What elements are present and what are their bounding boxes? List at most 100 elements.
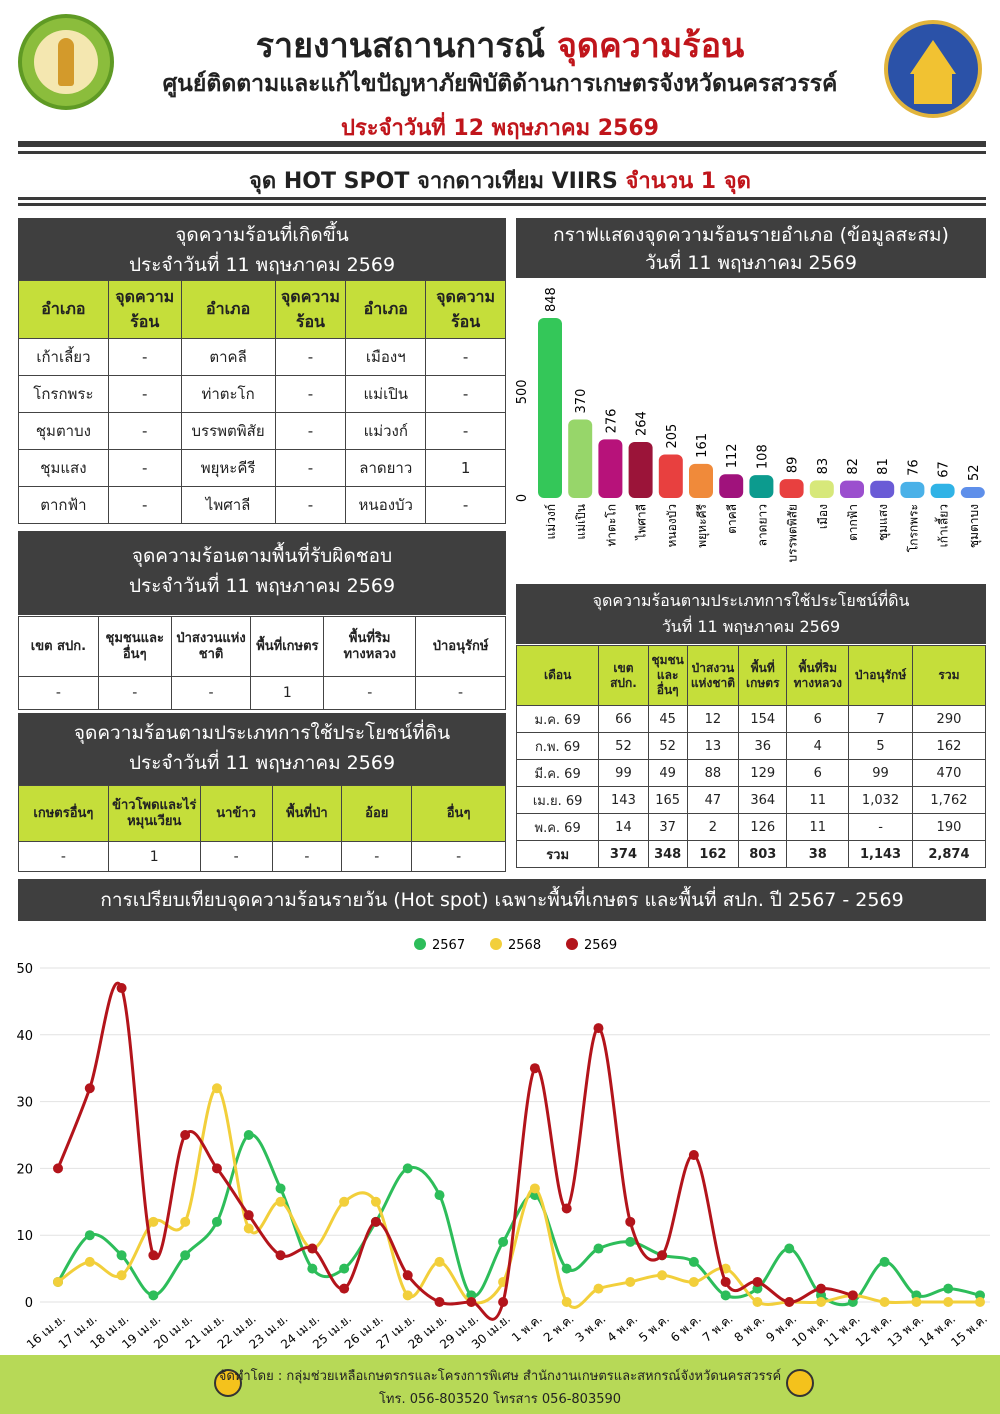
x-tick-label: 6 พ.ค.: [668, 1312, 704, 1345]
category-label: เก้าเลี้ยว: [935, 504, 951, 547]
data-point: [370, 1196, 381, 1207]
category-label: ไพศาลี: [635, 504, 649, 541]
data-label: 81: [876, 458, 891, 475]
ministry-logo: [18, 14, 114, 110]
data-point: [275, 1196, 286, 1207]
data-point: [625, 1276, 636, 1287]
data-point: [720, 1290, 731, 1301]
data-point: [434, 1190, 445, 1201]
divider: [18, 141, 986, 147]
data-point: [53, 1163, 63, 1174]
data-label: 276: [604, 409, 619, 434]
data-point: [625, 1236, 636, 1247]
bar: [719, 474, 744, 498]
data-point: [339, 1196, 350, 1207]
bar: [809, 480, 834, 498]
x-tick-label: 1 พ.ค.: [509, 1312, 545, 1345]
table-row: ก.พ. 69 52 52 13 36 4 5 162: [515, 732, 987, 760]
report-date: ประจำวันที่ 12 พฤษภาคม 2569: [341, 116, 659, 141]
category-label: แม่วงก์: [544, 504, 558, 540]
data-point: [180, 1130, 191, 1140]
data-point: [561, 1297, 572, 1307]
x-tick-label: 4 พ.ค.: [604, 1312, 640, 1345]
table-row: เม.ย. 69 143 165 47 364 11 1,032 1,762: [515, 786, 987, 814]
data-point: [975, 1297, 985, 1307]
category-label: หนองบัว: [665, 504, 679, 548]
data-label: 76: [906, 459, 921, 476]
data-point: [911, 1297, 922, 1307]
data-point: [243, 1130, 254, 1140]
table-row: เก้าเลี้ยว - ตาคลี - เมืองฯ -: [18, 338, 506, 376]
divider: [18, 197, 986, 200]
table-row: -1----: [18, 841, 506, 872]
bar: [870, 480, 895, 498]
category-label: ชุมตาบง: [967, 504, 982, 548]
table-row: มี.ค. 69 99 49 88 129 6 99 470: [515, 759, 987, 787]
data-label: 52: [967, 464, 982, 481]
category-label: ชุมแสง: [876, 504, 891, 541]
district-bar-chart: 0 500 848 แม่วงก์ 370 แม่เปิน 276 ท่าตะโก 264 ไพศ…: [516, 287, 985, 562]
landuse-monthly-header: จุดความร้อนตามประเภทการใช้ประโยชน์ที่ดิน…: [516, 584, 986, 644]
y-tick-label: 40: [16, 1029, 33, 1044]
data-point: [148, 1216, 159, 1227]
data-point: [498, 1297, 509, 1307]
footer-credit: จัดทำโดย : กลุ่มช่วยเหลือเกษตรกรและโครงก…: [218, 1369, 782, 1384]
data-point: [688, 1276, 699, 1287]
data-point: [307, 1263, 318, 1274]
data-point: [943, 1283, 954, 1294]
province-logo: [884, 20, 982, 118]
data-point: [688, 1150, 699, 1161]
data-point: [657, 1270, 668, 1281]
category-label: โกรกพระ: [906, 504, 920, 552]
x-tick-label: 3 พ.ค.: [573, 1312, 609, 1345]
category-label: แม่เปิน: [574, 504, 588, 540]
data-point: [879, 1256, 890, 1267]
data-point: [180, 1250, 191, 1261]
data-point: [116, 1270, 127, 1281]
bar: [568, 419, 593, 498]
data-point: [752, 1276, 763, 1287]
table-row: ---1--: [18, 676, 506, 710]
data-point: [339, 1263, 350, 1274]
data-point: [688, 1256, 699, 1267]
data-point: [275, 1250, 286, 1261]
bar-chart-header: กราฟแสดงจุดความร้อนรายอำเภอ (ข้อมูลสะสม)…: [516, 218, 986, 278]
data-point: [784, 1297, 795, 1307]
footer: จัดทำโดย : กลุ่มช่วยเหลือเกษตรกรและโครงก…: [0, 1355, 1000, 1414]
data-label: 67: [937, 461, 952, 478]
y-tick-label: 50: [16, 962, 33, 977]
category-label: ลาดยาว: [755, 504, 769, 546]
data-label: 848: [544, 287, 559, 312]
category-label: ตากฟ้า: [846, 504, 860, 541]
responsibility-table: เขต สปก. ชุมชนและอื่นๆ ป่าสงวนแห่งชาติ พ…: [18, 616, 506, 710]
data-point: [402, 1163, 413, 1174]
data-point: [593, 1023, 604, 1034]
table-row: ม.ค. 69 66 45 12 154 6 7 290: [515, 705, 987, 733]
divider: [18, 151, 986, 154]
data-point: [816, 1283, 827, 1294]
data-label: 108: [755, 444, 770, 469]
data-point: [148, 1250, 159, 1261]
table-row: ชุมตาบง - บรรพตพิสัย - แม่วงก์ -: [18, 412, 506, 450]
data-point: [593, 1283, 604, 1294]
bee-mascot-icon: [786, 1369, 814, 1397]
bar: [840, 480, 864, 498]
data-point: [434, 1256, 445, 1267]
table-row: พ.ค. 69 14 37 2 126 11-190: [515, 813, 987, 841]
data-label: 161: [695, 433, 710, 458]
category-label: เมือง: [816, 504, 830, 529]
table-row: โกรกพระ - ท่าตะโก - แม่เปิน -: [18, 375, 506, 413]
landuse-daily-table: เกษตรอื่นๆ ข้าวโพดและไร่หมุนเวียน นาข้าว…: [18, 785, 506, 872]
district-table: อำเภอ จุดความร้อน อำเภอ จุดความร้อน อำเภ…: [18, 280, 506, 524]
x-tick-label: 2 พ.ค.: [541, 1312, 577, 1345]
data-point: [752, 1297, 763, 1307]
report-title: รายงานสถานการณ์ จุดความร้อน: [255, 26, 745, 66]
data-point: [180, 1216, 191, 1227]
footer-contact: โทร. 056-803520 โทรสาร 056-803590: [378, 1392, 622, 1407]
data-point: [402, 1290, 413, 1301]
table-row: ชุมแสง - พยุหะคีรี - ลาดยาว 1: [18, 449, 506, 487]
series-line: [57, 1086, 980, 1309]
data-point: [593, 1243, 604, 1254]
x-tick-label: 5 พ.ค.: [636, 1312, 672, 1345]
bar: [658, 454, 683, 498]
